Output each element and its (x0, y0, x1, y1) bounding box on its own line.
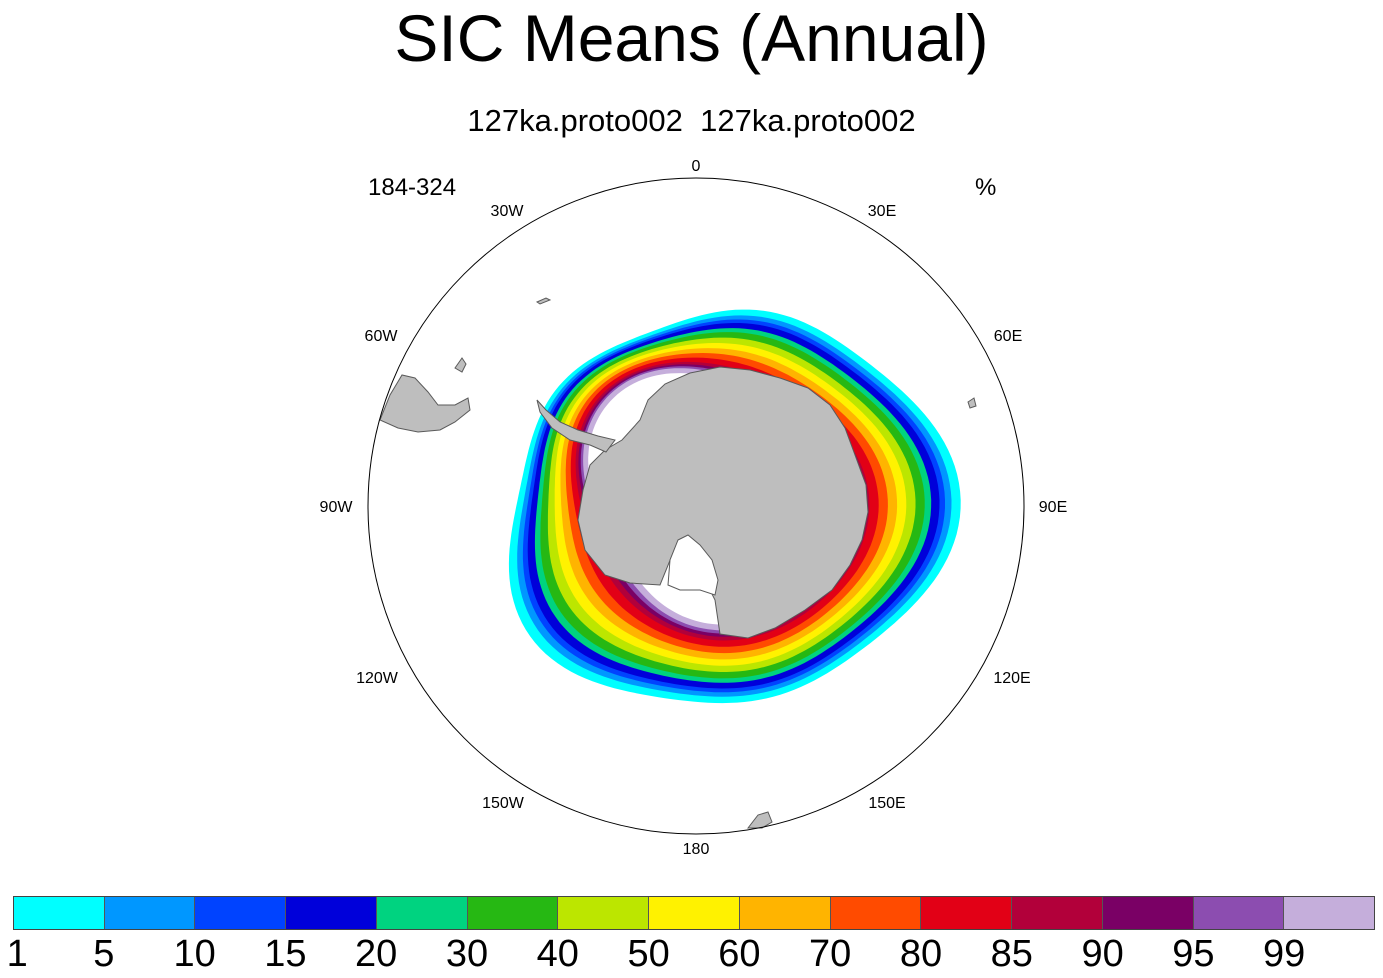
colorbar-cell (1102, 897, 1194, 929)
colorbar-label: 85 (990, 933, 1033, 975)
antarctica-continent (577, 366, 869, 639)
lon-label-90e: 90E (1039, 499, 1067, 516)
land-masses (379, 297, 977, 829)
case-subtitle: 127ka.proto002 127ka.proto002 (467, 103, 916, 138)
colorbar-cell (558, 897, 650, 929)
year-range-label: 184-324 (368, 174, 457, 201)
colorbar-label: 90 (1081, 933, 1124, 975)
colorbar-label: 5 (93, 933, 115, 975)
colorbar-cell (921, 897, 1013, 929)
colorbar-label: 15 (264, 933, 307, 975)
south-georgia (535, 297, 552, 305)
falkland-islands (454, 357, 467, 373)
colorbar-label: 50 (627, 933, 670, 975)
colorbar-cell (1012, 897, 1103, 929)
lon-label-30w: 30W (491, 203, 525, 220)
colorbar-label: 10 (173, 933, 216, 975)
colorbar-cell (830, 897, 922, 929)
antarctic-peninsula (536, 399, 616, 453)
colorbar-cell (649, 897, 740, 929)
colorbar-cell (286, 897, 377, 929)
colorbar-label: 1 (6, 933, 28, 975)
lon-label-150e: 150E (868, 795, 905, 812)
colorbar-cell (104, 897, 196, 929)
lon-label-150w: 150W (482, 795, 525, 812)
colorbar-label: 60 (718, 933, 761, 975)
colorbar-cell (739, 897, 831, 929)
colorbar-label: 20 (355, 933, 398, 975)
colorbar-cell (376, 897, 468, 929)
polar-map: 0 30E 60E 90E 120E 150E 180 150W 120W 90… (320, 158, 1068, 858)
lon-label-120w: 120W (356, 670, 399, 687)
ross-ice-shelf (667, 534, 719, 596)
colorbar (13, 896, 1375, 930)
colorbar-cell (1193, 897, 1285, 929)
colorbar-cell (195, 897, 287, 929)
colorbar-cell (1284, 897, 1375, 929)
colorbar-label: 95 (1172, 933, 1215, 975)
colorbar-label: 70 (809, 933, 852, 975)
south-america-tip (379, 374, 471, 433)
kerguelen-island (967, 397, 977, 409)
lon-label-0: 0 (692, 158, 701, 175)
colorbar-cell (14, 897, 105, 929)
lon-label-180: 180 (683, 841, 710, 858)
colorbar-label: 80 (899, 933, 943, 975)
units-label: % (975, 174, 997, 201)
colorbar-label: 40 (536, 933, 579, 975)
lon-label-120e: 120E (993, 670, 1030, 687)
colorbar-label: 99 (1263, 933, 1306, 975)
colorbar-cell (467, 897, 559, 929)
map-boundary-circle (367, 177, 1025, 835)
lon-label-30e: 30E (868, 203, 896, 220)
lon-label-60e: 60E (994, 328, 1022, 345)
lon-label-60w: 60W (365, 328, 399, 345)
chart-title: SIC Means (Annual) (394, 1, 989, 75)
colorbar-label: 30 (445, 933, 489, 975)
lon-label-90w: 90W (320, 499, 354, 516)
